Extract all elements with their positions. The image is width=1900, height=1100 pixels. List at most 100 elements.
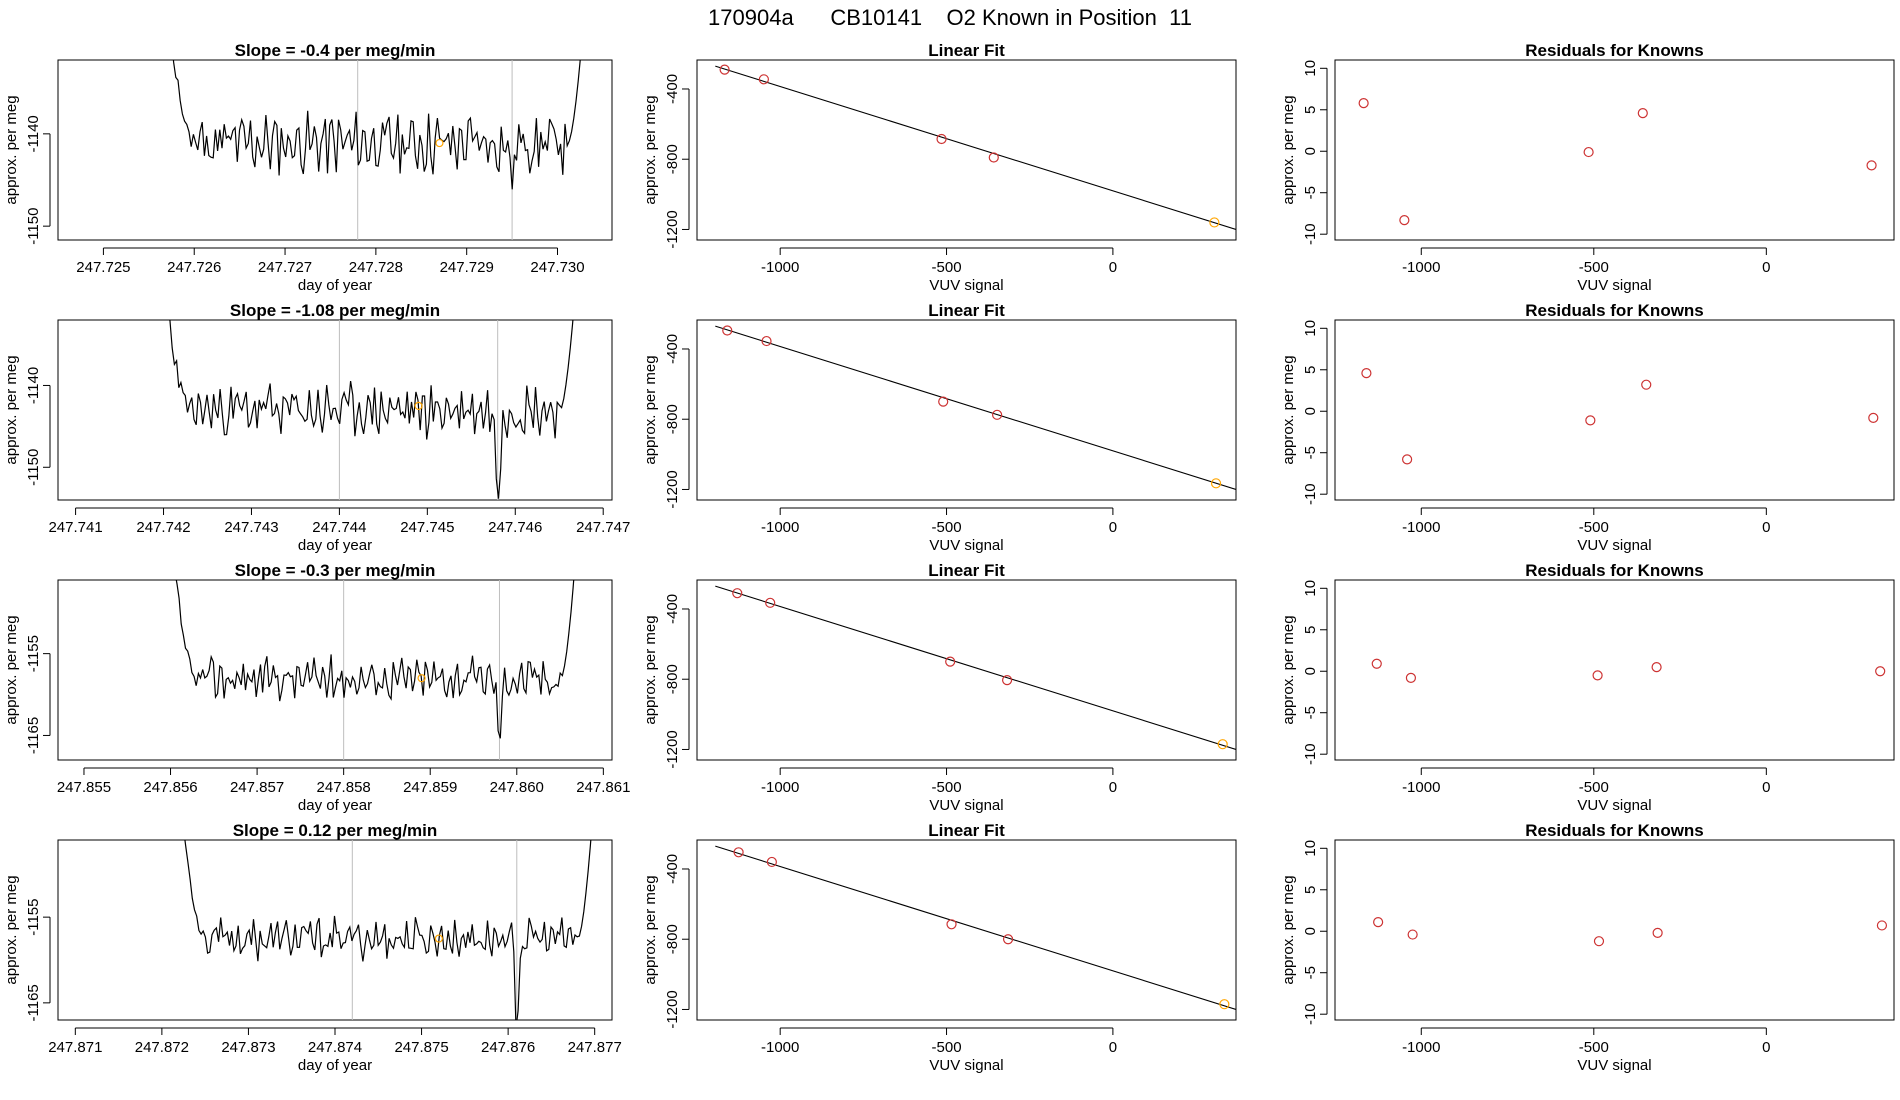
trace-1-x-tick-label: 247.726 [167, 259, 221, 276]
fit-4-data-point [1219, 999, 1230, 1010]
fit-2-data-point [1210, 478, 1222, 489]
resid-4-y-tick-label: 0 [1302, 927, 1319, 935]
resid-4-frame [1334, 839, 1895, 1021]
resid-3-data-point [1875, 666, 1886, 677]
fit-1-data-point [719, 64, 730, 75]
resid-2-y-tick-label: 0 [1302, 407, 1319, 415]
resid-4-y-label: approx. per meg [1280, 875, 1297, 984]
trace-1-x-tick-label: 247.730 [530, 259, 584, 276]
trace-3-mean-marker [417, 674, 426, 683]
resid-2-frame [1334, 319, 1895, 501]
resid-4-x-tick-label: -500 [1579, 1039, 1609, 1056]
trace-2-frame [57, 319, 613, 501]
fit-1-y-tick-label: -400 [664, 74, 681, 104]
fit-4-plot-area [715, 845, 1236, 1010]
fit-1-y-tick-label: -1200 [664, 210, 681, 248]
fit-4-x-tick-label: -1000 [761, 1039, 799, 1056]
fit-4-x-tick-label: -500 [932, 1039, 962, 1056]
trace-4-plot-area [184, 840, 592, 1020]
fit-2-y-label: approx. per meg [642, 355, 659, 464]
fit-3-fit-line [715, 585, 1236, 750]
fit-4-data-point [1002, 934, 1014, 945]
resid-3-x-tick-label: -1000 [1402, 779, 1440, 796]
resid-2-panel: Residuals for Knowns -1000 -500 0 VUV signal… [1280, 301, 1895, 554]
resid-3-data-point [1592, 670, 1603, 681]
resid-2-x-label: VUV signal [1577, 537, 1651, 554]
resid-3-x-tick-label: 0 [1762, 779, 1770, 796]
fit-4-y-tick-label: -1200 [664, 990, 681, 1028]
panel-grid: Slope = -0.4 per meg/min 247.725 247.726 24… [3, 41, 1895, 1074]
resid-3-frame [1334, 579, 1895, 761]
fit-3-data-point [945, 656, 956, 667]
fit-2-fit-line [715, 325, 1236, 490]
resid-1-y-tick-label: -10 [1302, 223, 1319, 245]
fit-3-panel: Linear Fit -1000 -500 0 VUV signal -400 -800 -1… [642, 561, 1237, 814]
trace-2-x-tick-label: 247.747 [576, 519, 630, 536]
trace-1-x-tick-label: 247.729 [440, 259, 494, 276]
resid-3-y-tick-label: -10 [1302, 743, 1319, 765]
resid-4-data-point [1593, 936, 1605, 947]
resid-2-y-tick-label: 5 [1302, 366, 1319, 374]
trace-4-x-tick-label: 247.872 [135, 1039, 189, 1056]
trace-4-y-tick-label: -1165 [25, 984, 42, 1021]
fit-1-data-point [936, 133, 947, 145]
trace-1-x-label: day of year [298, 277, 372, 294]
trace-4-frame [57, 839, 613, 1021]
trace-2-x-tick-label: 247.746 [488, 519, 542, 536]
resid-2-title: Residuals for Knowns [1525, 301, 1704, 320]
resid-4-x-tick-label: 0 [1762, 1039, 1770, 1056]
trace-2-mean-marker [414, 401, 423, 411]
resid-1-y-label: approx. per meg [1280, 95, 1297, 204]
resid-2-x-tick-label: 0 [1762, 519, 1770, 536]
resid-2-data-point [1402, 454, 1413, 465]
fit-2-title: Linear Fit [928, 301, 1005, 320]
trace-2-series-line [169, 320, 574, 499]
trace-3-y-label: approx. per meg [3, 615, 20, 724]
resid-4-y-tick-label: 10 [1302, 840, 1319, 857]
fit-2-y-tick-label: -1200 [664, 470, 681, 508]
resid-4-title: Residuals for Knowns [1525, 821, 1704, 840]
trace-1-title: Slope = -0.4 per meg/min [235, 41, 436, 60]
resid-1-data-point [1866, 160, 1877, 171]
resid-1-data-point [1637, 107, 1648, 119]
resid-3-plot-area [1371, 658, 1886, 683]
trace-3-x-label: day of year [298, 797, 372, 814]
fit-1-data-point [1209, 217, 1220, 228]
fit-1-x-label: VUV signal [929, 277, 1003, 294]
fit-3-title: Linear Fit [928, 561, 1005, 580]
trace-2-panel: Slope = -1.08 per meg/min 247.741 247.742 2… [3, 301, 630, 554]
trace-2-y-tick-label: -1140 [25, 367, 42, 404]
fit-1-title: Linear Fit [928, 41, 1005, 60]
trace-3-x-tick-label: 247.858 [317, 779, 371, 796]
resid-3-x-tick-label: -500 [1579, 779, 1609, 796]
resid-4-data-point [1407, 929, 1418, 940]
trace-1-series-line [172, 60, 581, 190]
fit-2-plot-area [715, 325, 1236, 490]
resid-3-data-point [1651, 661, 1662, 673]
resid-3-data-point [1371, 658, 1382, 669]
fit-2-frame [696, 319, 1237, 501]
resid-2-x-tick-label: -1000 [1402, 519, 1440, 536]
fit-1-x-tick-label: 0 [1109, 259, 1117, 276]
resid-4-x-label: VUV signal [1577, 1057, 1651, 1074]
trace-1-frame [57, 59, 613, 241]
trace-1-x-tick-label: 247.725 [76, 259, 130, 276]
fit-3-x-tick-label: 0 [1109, 779, 1117, 796]
fit-1-y-label: approx. per meg [642, 95, 659, 204]
resid-1-x-label: VUV signal [1577, 277, 1651, 294]
fit-2-x-tick-label: 0 [1109, 519, 1117, 536]
resid-1-plot-area [1358, 98, 1877, 226]
trace-3-panel: Slope = -0.3 per meg/min 247.855 247.856 24… [3, 561, 630, 814]
trace-4-series-line [184, 840, 592, 1020]
fit-2-panel: Linear Fit -1000 -500 0 VUV signal -400 -800 -1… [642, 301, 1237, 554]
resid-2-y-label: approx. per meg [1280, 355, 1297, 464]
fit-4-frame [696, 839, 1237, 1021]
resid-4-y-tick-label: -10 [1302, 1003, 1319, 1025]
fit-4-y-tick-label: -400 [664, 854, 681, 884]
fit-3-y-tick-label: -400 [664, 594, 681, 624]
fit-4-x-label: VUV signal [929, 1057, 1003, 1074]
resid-4-panel: Residuals for Knowns -1000 -500 0 VUV signal… [1280, 821, 1895, 1074]
fit-3-frame [696, 579, 1237, 761]
trace-4-x-tick-label: 247.873 [221, 1039, 275, 1056]
